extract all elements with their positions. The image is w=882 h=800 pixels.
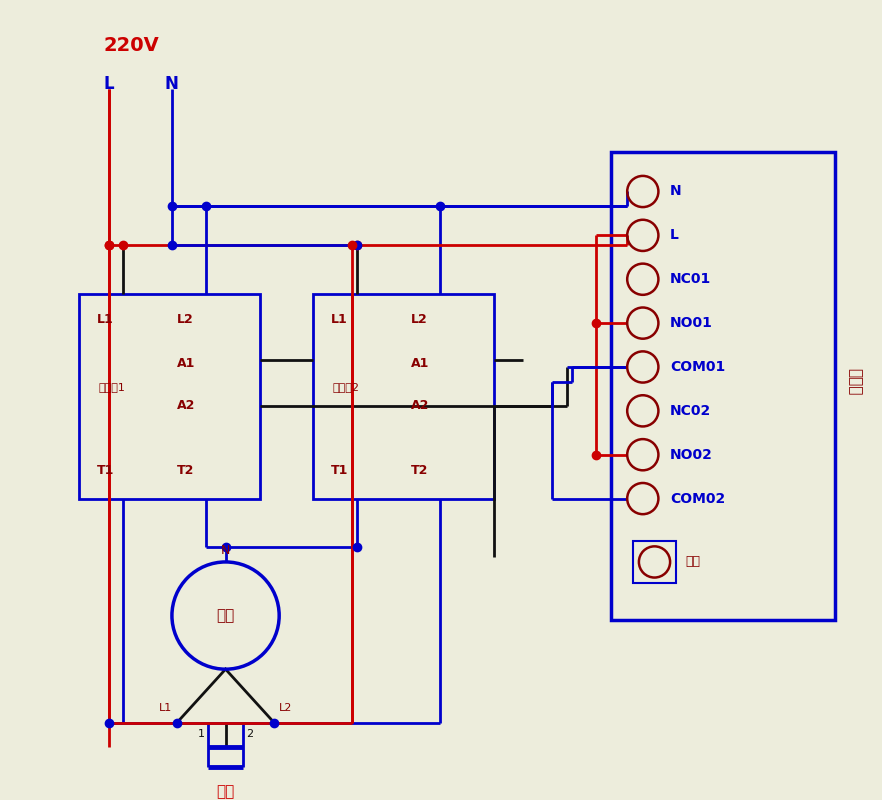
Text: L: L <box>670 228 679 242</box>
Text: L2: L2 <box>411 314 428 326</box>
Text: 1: 1 <box>198 730 206 739</box>
Text: L: L <box>103 74 114 93</box>
Bar <box>313 294 494 498</box>
Text: T1: T1 <box>97 465 115 478</box>
Text: NO01: NO01 <box>670 316 713 330</box>
Text: 接触刧2: 接触刧2 <box>333 382 360 391</box>
Text: 端子: 端子 <box>685 555 700 569</box>
Text: A1: A1 <box>411 358 430 370</box>
Text: A1: A1 <box>176 358 195 370</box>
Bar <box>633 541 676 583</box>
Text: 2: 2 <box>246 730 253 739</box>
Text: L1: L1 <box>159 703 172 713</box>
Bar <box>610 153 835 621</box>
Text: 继电器: 继电器 <box>847 368 862 395</box>
Text: 接触刧1: 接触刧1 <box>99 382 126 391</box>
Text: L1: L1 <box>97 314 114 326</box>
Text: NC01: NC01 <box>670 272 712 286</box>
Text: T2: T2 <box>176 465 194 478</box>
Text: NO02: NO02 <box>670 448 713 462</box>
Text: COM01: COM01 <box>670 360 725 374</box>
Text: 电机: 电机 <box>216 608 235 623</box>
Text: N: N <box>165 74 179 93</box>
Bar <box>79 294 259 498</box>
Text: N: N <box>670 185 682 198</box>
Text: T2: T2 <box>411 465 428 478</box>
Text: 电容: 电容 <box>216 784 235 799</box>
Text: L2: L2 <box>176 314 193 326</box>
Text: N: N <box>220 544 230 557</box>
Text: A2: A2 <box>411 399 430 412</box>
Text: COM02: COM02 <box>670 491 725 506</box>
Text: L2: L2 <box>280 703 293 713</box>
Text: A2: A2 <box>176 399 195 412</box>
Text: T1: T1 <box>331 465 348 478</box>
Text: 220V: 220V <box>104 35 160 54</box>
Text: NC02: NC02 <box>670 404 712 418</box>
Text: L1: L1 <box>331 314 348 326</box>
